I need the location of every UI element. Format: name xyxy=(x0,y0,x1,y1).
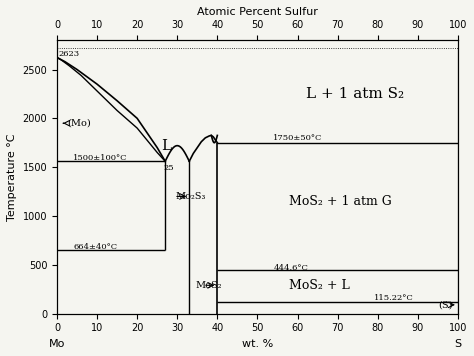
Text: 664±40°C: 664±40°C xyxy=(73,243,117,251)
X-axis label: Atomic Percent Sulfur: Atomic Percent Sulfur xyxy=(197,7,318,17)
Text: (Mo): (Mo) xyxy=(67,119,91,128)
X-axis label: wt. %: wt. % xyxy=(242,339,273,349)
Text: 1750±50°C: 1750±50°C xyxy=(273,134,323,142)
Text: 25: 25 xyxy=(163,164,174,172)
Text: Mo₂S₃: Mo₂S₃ xyxy=(175,192,206,201)
Text: 1500±100°C: 1500±100°C xyxy=(73,155,128,162)
Text: S: S xyxy=(454,339,461,349)
Text: 444.6°C: 444.6°C xyxy=(273,264,308,272)
Text: 115.22°C: 115.22°C xyxy=(374,294,413,303)
Text: (S): (S) xyxy=(438,300,452,309)
Text: Mo: Mo xyxy=(49,339,65,349)
Text: L: L xyxy=(161,139,171,153)
Y-axis label: Temperature °C: Temperature °C xyxy=(7,133,17,221)
Text: L + 1 atm S₂: L + 1 atm S₂ xyxy=(306,87,404,101)
Text: 2623: 2623 xyxy=(58,50,79,58)
Text: MoS₂ + 1 atm G: MoS₂ + 1 atm G xyxy=(290,195,392,208)
Text: MoS₂: MoS₂ xyxy=(195,281,222,290)
Text: MoS₂ + L: MoS₂ + L xyxy=(290,279,350,292)
